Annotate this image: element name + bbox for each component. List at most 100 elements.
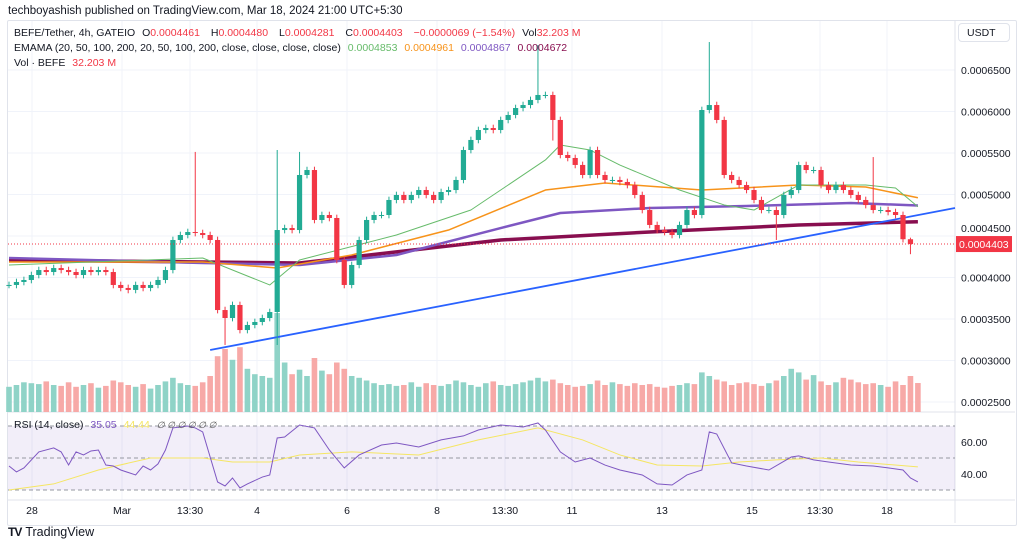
tradingview-logo[interactable]: TV TradingView <box>8 525 94 539</box>
volume-bar <box>73 386 79 412</box>
rsi-label[interactable]: RSI (14, close) <box>14 419 84 431</box>
candle <box>334 214 340 264</box>
candle-body <box>483 128 489 131</box>
candle-body <box>900 215 906 240</box>
time-axis-label: 6 <box>344 505 350 517</box>
high-value: 0.0004480 <box>218 27 269 39</box>
volume-bar <box>65 382 72 412</box>
candle-body <box>13 281 20 285</box>
time-axis-label: 13 <box>656 505 668 517</box>
ema20-value: 0.0004853 <box>347 42 398 54</box>
price-axis-label: 0.0002500 <box>961 397 1011 409</box>
candle <box>386 196 392 219</box>
candle <box>326 211 332 222</box>
volume-bar <box>95 387 102 412</box>
candle-body <box>66 270 72 273</box>
candle-body <box>304 170 310 175</box>
candle-body <box>781 194 787 216</box>
volume-bar <box>155 385 161 412</box>
candle-body <box>118 284 124 288</box>
volume-bar <box>840 377 847 412</box>
volume-bar <box>915 383 921 412</box>
candle <box>863 196 869 209</box>
candle-body <box>557 119 563 155</box>
candle <box>609 176 616 184</box>
candle <box>453 176 459 194</box>
candle <box>498 116 504 134</box>
volume-bar <box>125 385 131 412</box>
rsi-legend: RSI (14, close) 35.05 44.44 ∅ ∅ ∅ ∅ ∅ ∅ <box>14 419 220 431</box>
candle-body <box>58 268 64 271</box>
volume-bar <box>617 384 623 412</box>
close-value: 0.0004403 <box>353 27 403 39</box>
volume-bar <box>691 384 698 412</box>
ema-label[interactable]: EMAMA (20, 50, 100, 200, 20, 50, 100, 20… <box>14 42 341 54</box>
candle-body <box>21 279 27 282</box>
volume-bar <box>386 384 392 412</box>
candle <box>803 161 809 174</box>
candle <box>490 124 496 134</box>
candle-body <box>721 119 727 175</box>
candle-body <box>319 215 325 220</box>
volume-bar <box>281 362 288 412</box>
candle <box>80 266 87 279</box>
volume-bar <box>654 386 660 412</box>
volume-indicator-label[interactable]: Vol · BEFE <box>14 57 66 69</box>
volume-bar <box>475 386 482 412</box>
candle <box>147 281 154 292</box>
volume-bar <box>170 377 176 412</box>
candle-body <box>125 287 131 290</box>
volume-bar <box>825 385 832 412</box>
candle-body <box>431 194 437 200</box>
candle-body <box>609 179 616 181</box>
volume-bar <box>527 380 534 412</box>
candle <box>594 146 601 179</box>
candle <box>550 91 556 141</box>
candle-body <box>580 164 586 175</box>
candle <box>788 186 794 199</box>
candle <box>505 111 511 124</box>
candle <box>721 116 727 179</box>
volume-bar <box>88 383 94 412</box>
volume-bar <box>162 381 169 412</box>
chart-frame[interactable] <box>7 20 1017 526</box>
volume-indicator-value: 32.203 M <box>72 57 117 69</box>
volume-bar <box>632 383 638 412</box>
symbol-legend: BEFE/Tether, 4h, GATEIO O0.0004461 H0.00… <box>14 27 588 39</box>
volume-bar <box>468 385 474 412</box>
candle-body <box>185 232 191 236</box>
volume-bar <box>862 384 869 412</box>
candle <box>766 206 772 214</box>
high-label: H <box>210 27 219 39</box>
candle <box>177 231 183 244</box>
volume-legend: Vol · BEFE 32.203 M <box>14 57 120 69</box>
candle <box>244 321 250 334</box>
price-axis-label: 0.0006000 <box>961 107 1011 119</box>
symbol-label[interactable]: BEFE/Tether, 4h, GATEIO <box>14 27 136 39</box>
currency-button[interactable]: USDT <box>958 23 1010 42</box>
volume-bar <box>721 381 727 412</box>
volume-bar <box>259 376 266 412</box>
candle-body <box>647 210 653 225</box>
time-axis-label: 13:30 <box>807 505 833 517</box>
volume-bar <box>147 388 154 412</box>
candle <box>758 196 765 214</box>
candle <box>527 96 534 109</box>
candle-body <box>371 215 377 220</box>
candle <box>818 166 824 189</box>
candle <box>684 206 690 229</box>
candle <box>21 276 27 286</box>
candle <box>13 278 20 289</box>
volume-bar <box>483 383 489 412</box>
candle-body <box>825 185 832 191</box>
candle <box>289 224 295 234</box>
candle-body <box>654 224 660 231</box>
volume-bar <box>207 376 213 412</box>
candle <box>892 208 899 219</box>
candle <box>468 136 474 154</box>
volume-bar <box>304 376 310 412</box>
candle-body <box>811 170 817 172</box>
rsi-value: 35.05 <box>90 419 117 431</box>
volume-bar <box>311 358 318 412</box>
